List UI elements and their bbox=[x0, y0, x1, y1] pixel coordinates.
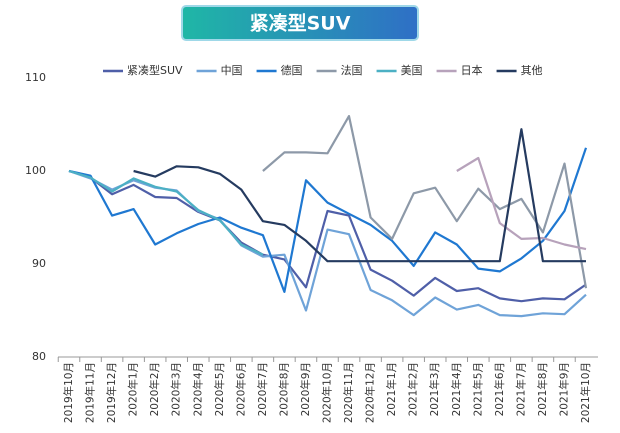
x-tick-label: 2020年1月 bbox=[127, 362, 140, 416]
x-tick-label: 2020年7月 bbox=[256, 362, 269, 416]
legend-label: 日本 bbox=[461, 63, 483, 77]
legend-label: 紧凑型SUV bbox=[127, 63, 183, 77]
x-tick-label: 2021年9月 bbox=[557, 362, 570, 416]
legend-label: 其他 bbox=[521, 64, 543, 77]
series-line bbox=[262, 115, 588, 289]
x-tick-label: 2020年3月 bbox=[170, 362, 183, 416]
series-line bbox=[68, 169, 264, 256]
x-tick-label: 2020年8月 bbox=[277, 362, 290, 416]
legend-label: 美国 bbox=[401, 64, 423, 77]
series-line bbox=[68, 147, 588, 293]
y-tick-label: 80 bbox=[32, 350, 46, 363]
x-tick-label: 2020年9月 bbox=[299, 362, 312, 416]
chart-title: 紧凑型SUV bbox=[250, 12, 351, 35]
y-tick-label: 110 bbox=[25, 71, 46, 84]
series-line bbox=[133, 128, 586, 263]
series-line bbox=[456, 156, 587, 251]
legend-label: 法国 bbox=[341, 63, 363, 77]
series-line bbox=[68, 169, 587, 303]
title-banner bbox=[181, 5, 419, 41]
x-tick-label: 2020年12月 bbox=[364, 362, 377, 423]
x-tick-label: 2020年6月 bbox=[234, 362, 247, 416]
x-tick-label: 2021年7月 bbox=[514, 362, 527, 416]
x-tick-label: 2020年11月 bbox=[342, 362, 355, 423]
legend-label: 德国 bbox=[281, 63, 303, 77]
x-tick-label: 2021年1月 bbox=[385, 362, 398, 416]
x-tick-label: 2021年10月 bbox=[579, 362, 592, 423]
x-tick-label: 2020年2月 bbox=[148, 362, 161, 416]
x-tick-label: 2020年10月 bbox=[321, 362, 334, 423]
y-tick-label: 90 bbox=[32, 257, 46, 270]
legend-label: 中国 bbox=[221, 64, 243, 77]
x-tick-label: 2021年5月 bbox=[471, 362, 484, 416]
x-tick-label: 2021年2月 bbox=[407, 362, 420, 416]
x-tick-label: 2020年4月 bbox=[191, 362, 204, 416]
y-tick-label: 100 bbox=[25, 164, 46, 177]
x-tick-label: 2020年5月 bbox=[213, 362, 226, 416]
x-tick-label: 2021年6月 bbox=[493, 362, 506, 416]
x-tick-label: 2019年11月 bbox=[84, 362, 97, 423]
x-tick-label: 2019年10月 bbox=[62, 362, 75, 423]
x-tick-label: 2021年8月 bbox=[536, 362, 549, 416]
x-tick-label: 2021年3月 bbox=[428, 362, 441, 416]
x-tick-label: 2019年12月 bbox=[105, 362, 118, 423]
x-tick-label: 2021年4月 bbox=[450, 362, 463, 416]
